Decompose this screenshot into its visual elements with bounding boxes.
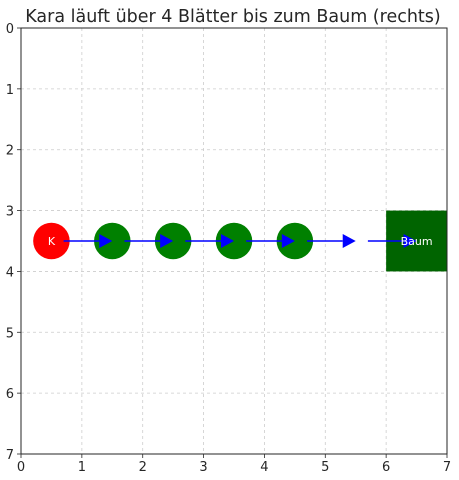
- arrow-head: [281, 234, 295, 248]
- path-arrow: [367, 234, 417, 248]
- path-arrow: [63, 234, 113, 248]
- x-tick-label: 2: [139, 460, 147, 475]
- arrow-head: [160, 234, 174, 248]
- path-arrow: [246, 234, 295, 248]
- arrow-head: [99, 234, 113, 248]
- y-tick-label: 0: [6, 22, 14, 37]
- kara-marker: [33, 222, 70, 260]
- y-tick-label: 2: [6, 144, 14, 159]
- mark-labels: K Baum: [48, 235, 433, 248]
- tree-label: Baum: [401, 235, 433, 248]
- x-tick-label: 1: [78, 460, 86, 475]
- x-tick-label: 4: [260, 460, 268, 475]
- x-tick-label: 5: [321, 460, 329, 475]
- plot-frame: [20, 27, 448, 455]
- y-tick-label: 6: [6, 387, 14, 402]
- arrow-head: [342, 234, 356, 248]
- y-tick-label: 4: [6, 265, 14, 280]
- y-tick-label: 1: [6, 83, 14, 98]
- chart-title: Kara läuft über 4 Blätter bis zum Baum (…: [25, 7, 440, 27]
- arrow-head: [403, 234, 417, 248]
- x-tick-label: 6: [382, 460, 390, 475]
- x-tick-label: 7: [443, 460, 451, 475]
- path-arrow: [124, 234, 174, 248]
- x-tick-label: 3: [199, 460, 207, 475]
- leaf-marker: [94, 222, 131, 260]
- x-tick-label: 0: [17, 460, 25, 475]
- y-tick-label: 7: [6, 448, 14, 463]
- path-arrows: [63, 234, 417, 248]
- path-arrow: [307, 234, 356, 248]
- y-tick-label: 5: [6, 326, 14, 341]
- path-arrow: [185, 234, 234, 248]
- kara-label: K: [48, 235, 56, 248]
- arrow-head: [221, 234, 234, 248]
- y-tick-label: 3: [6, 205, 14, 220]
